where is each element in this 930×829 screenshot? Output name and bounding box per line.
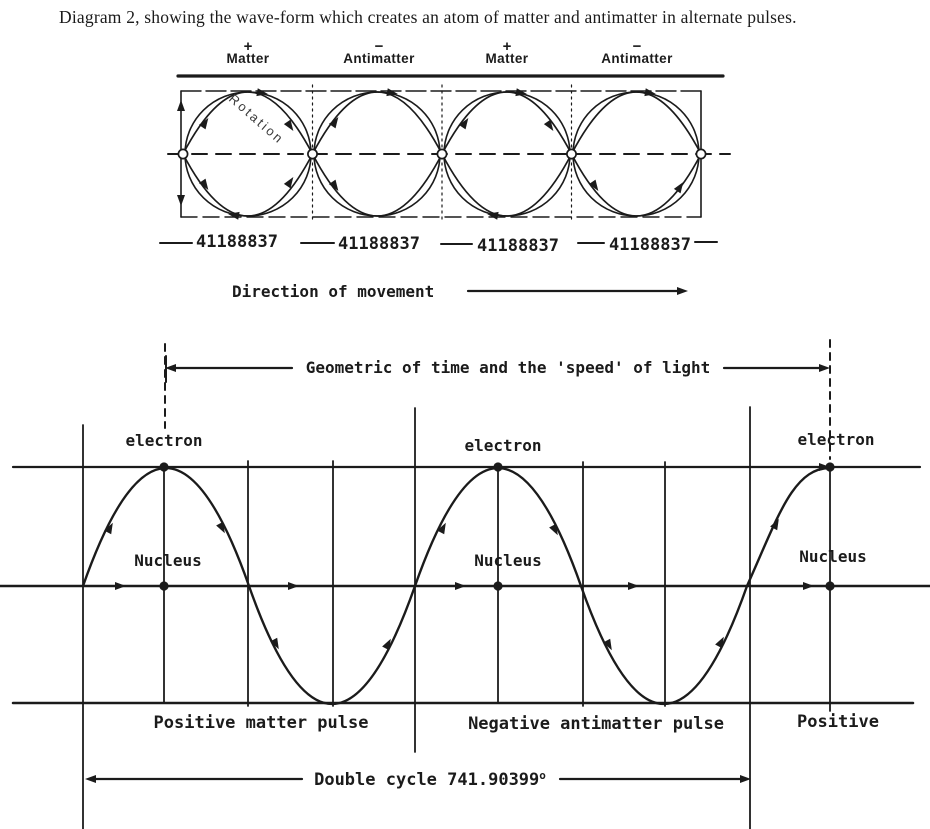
electron-dot: [825, 462, 835, 472]
nucleus-dot: [159, 581, 169, 591]
positive-matter-pulse-label: Positive matter pulse: [153, 713, 369, 733]
figure-caption: Diagram 2, showing the wave-form which c…: [59, 7, 797, 27]
column-header-antimatter-1: − Antimatter: [343, 38, 415, 66]
column-header-antimatter-2: − Antimatter: [601, 38, 673, 66]
direction-arrow: [466, 287, 688, 295]
electron-label: electron: [125, 431, 203, 450]
column-label: Antimatter: [343, 51, 415, 66]
electron-dot: [159, 462, 169, 472]
direction-of-movement-label: Direction of movement: [232, 282, 435, 301]
double-cycle-text: Double cycle 741.90399: [314, 770, 540, 790]
column-header-matter-1: + Matter: [226, 38, 270, 66]
column-header-matter-2: + Matter: [485, 38, 529, 66]
minus-sign: −: [374, 38, 384, 55]
motion-arrowheads: [104, 463, 830, 653]
dimension-arrow-double-cycle: [85, 775, 751, 783]
plus-sign: +: [502, 38, 512, 55]
electron-label: electron: [797, 430, 875, 449]
electron-dot: [493, 462, 503, 472]
number-row-dashes: [159, 241, 718, 245]
top-rotation-diagram: Rotation: [159, 74, 731, 295]
nucleus-label: Nucleus: [134, 551, 202, 570]
pulse-value: 41188837: [338, 234, 420, 254]
pulse-value: 41188837: [609, 235, 691, 255]
degree-symbol: o: [539, 769, 546, 782]
nucleus-label: Nucleus: [474, 551, 542, 570]
bottom-wave-diagram: [0, 339, 930, 829]
node-circles: [177, 148, 707, 160]
minus-sign: −: [632, 38, 642, 55]
negative-antimatter-pulse-label: Negative antimatter pulse: [468, 714, 724, 734]
column-label: Matter: [226, 51, 270, 66]
electron-nucleus-dots: [159, 462, 835, 591]
positive-label: Positive: [797, 712, 879, 732]
cell-dividers: [311, 84, 573, 224]
column-label: Antimatter: [601, 51, 673, 66]
plus-sign: +: [243, 38, 253, 55]
nucleus-dot: [493, 581, 503, 591]
dashed-droplines: [164, 339, 831, 460]
pulse-value: 41188837: [477, 236, 559, 256]
geometric-of-time-label: Geometric of time and the 'speed' of lig…: [305, 358, 711, 377]
pulse-value: 41188837: [196, 232, 278, 252]
column-label: Matter: [485, 51, 529, 66]
electron-label: electron: [464, 436, 542, 455]
sine-wave: [81, 466, 832, 706]
nucleus-label: Nucleus: [799, 547, 867, 566]
grid-verticals: [82, 406, 831, 829]
double-cycle-label: Double cycle 741.90399o: [314, 769, 546, 790]
nucleus-dot: [825, 581, 835, 591]
